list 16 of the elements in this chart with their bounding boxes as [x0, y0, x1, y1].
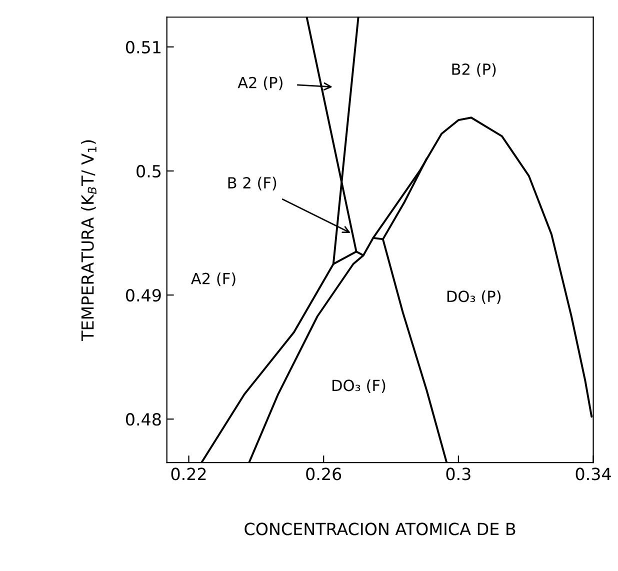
annotation: A2 (F) — [191, 272, 236, 286]
y-axis-title: TEMPERATURA (K$_{B}$T/ V$_{1}$) — [80, 140, 96, 341]
annotation: A2 (P) — [238, 76, 282, 90]
annotation: DO₃ (P) — [447, 290, 501, 304]
y-tick-label: 0.5 — [136, 164, 161, 178]
y-tick-label: 0.48 — [126, 413, 161, 426]
x-tick-label: 0.3 — [446, 468, 470, 480]
x-tick-label: 0.26 — [306, 468, 342, 480]
y-tick-label: 0.49 — [126, 288, 161, 302]
x-axis-title: CONCENTRACION ATOMICA DE B — [244, 522, 516, 536]
annotation: B 2 (F) — [228, 176, 276, 190]
y-tick-label: 0.51 — [126, 40, 160, 54]
annotation: B2 (P) — [452, 63, 496, 77]
annotation: DO₃ (F) — [332, 379, 386, 394]
x-tick-label: 0.22 — [171, 468, 206, 480]
x-tick-label: 0.34 — [576, 468, 611, 480]
